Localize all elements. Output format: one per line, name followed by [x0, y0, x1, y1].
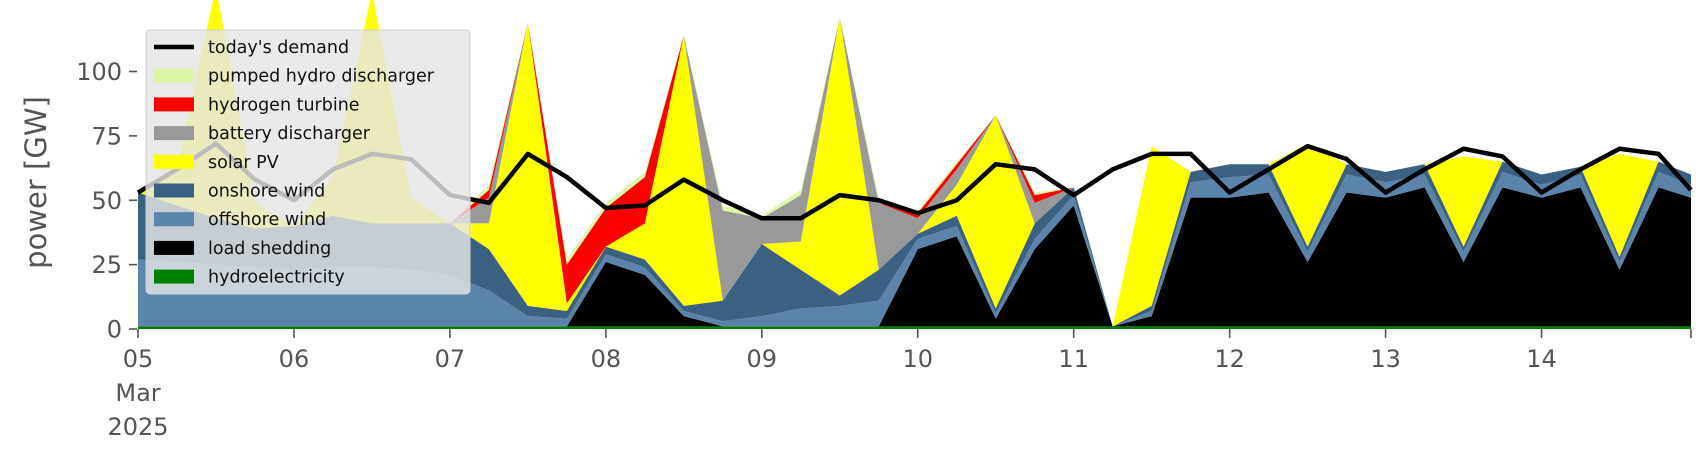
legend-swatch [154, 240, 194, 255]
legend-swatch [154, 68, 194, 83]
legend-swatch [154, 269, 194, 284]
x-tick-label: 05 [123, 345, 154, 373]
y-tick-label: 100 [76, 58, 122, 86]
x-tick-label: Mar [115, 379, 160, 407]
y-tick-label: 25 [91, 251, 122, 279]
x-tick-label: 07 [435, 345, 466, 373]
area-load-shedding [138, 187, 1691, 327]
legend-label: solar PV [208, 153, 279, 173]
legend-item-offshore-wind: offshore wind [154, 210, 326, 230]
x-tick-label: 11 [1058, 345, 1089, 373]
legend-swatch [154, 183, 194, 198]
legend-label: pumped hydro discharger [208, 67, 435, 87]
x-tick-label: 08 [591, 345, 622, 373]
legend-swatch [154, 126, 194, 141]
y-axis-label: power [GW] [19, 96, 53, 269]
x-tick-label: 09 [747, 345, 778, 373]
area-hydroelectricity [138, 326, 1691, 329]
legend-label: onshore wind [208, 182, 325, 202]
y-tick-label: 75 [91, 122, 122, 150]
x-tick-label: 2025 [107, 413, 168, 441]
stacked-areas [138, 0, 1691, 329]
legend-item-today-s-demand: today's demand [154, 38, 349, 58]
legend-swatch [154, 212, 194, 227]
legend-item-battery-discharger: battery discharger [154, 124, 371, 144]
area-solar-pv [138, 0, 1691, 327]
legend-item-load-shedding: load shedding [154, 239, 331, 259]
legend-item-pumped-hydro-discharger: pumped hydro discharger [154, 67, 435, 87]
legend-label: today's demand [208, 38, 349, 58]
x-tick-label: 06 [279, 345, 310, 373]
legend-label: hydroelectricity [208, 268, 345, 288]
area-onshore-wind [138, 161, 1691, 327]
legend: today's demand pumped hydro discharger hyd… [145, 29, 471, 295]
legend-label: battery discharger [208, 124, 371, 144]
x-tick-label: 14 [1526, 345, 1557, 373]
x-tick-label: 10 [902, 345, 933, 373]
legend-item-onshore-wind: onshore wind [154, 182, 325, 202]
x-tick-label: 13 [1370, 345, 1401, 373]
legend-label: hydrogen turbine [208, 95, 360, 115]
legend-swatch [154, 154, 194, 169]
area-offshore-wind [138, 171, 1691, 327]
y-tick-label: 50 [91, 187, 122, 215]
legend-item-hydrogen-turbine: hydrogen turbine [154, 95, 360, 115]
x-axis: 05 Mar 2025 06 07 08 09 10 11 12 13 14 [107, 329, 1692, 441]
legend-item-solar-pv: solar PV [154, 153, 279, 173]
legend-item-hydroelectricity: hydroelectricity [154, 268, 345, 288]
legend-box [145, 29, 471, 295]
legend-swatch [154, 97, 194, 112]
legend-label: load shedding [208, 239, 331, 259]
y-tick-label: 0 [107, 316, 122, 344]
y-axis: 0 25 50 75 100 [76, 58, 137, 344]
legend-label: offshore wind [208, 210, 326, 230]
x-tick-label: 12 [1214, 345, 1245, 373]
